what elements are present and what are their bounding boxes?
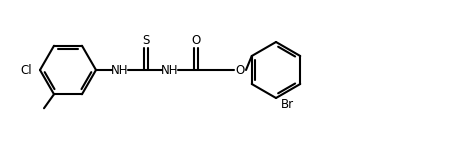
Text: O: O <box>235 64 245 76</box>
Text: O: O <box>191 35 200 47</box>
Text: NH: NH <box>161 64 179 76</box>
Text: Br: Br <box>281 98 294 112</box>
Text: Cl: Cl <box>20 64 32 76</box>
Text: NH: NH <box>111 64 129 76</box>
Text: S: S <box>142 35 149 47</box>
